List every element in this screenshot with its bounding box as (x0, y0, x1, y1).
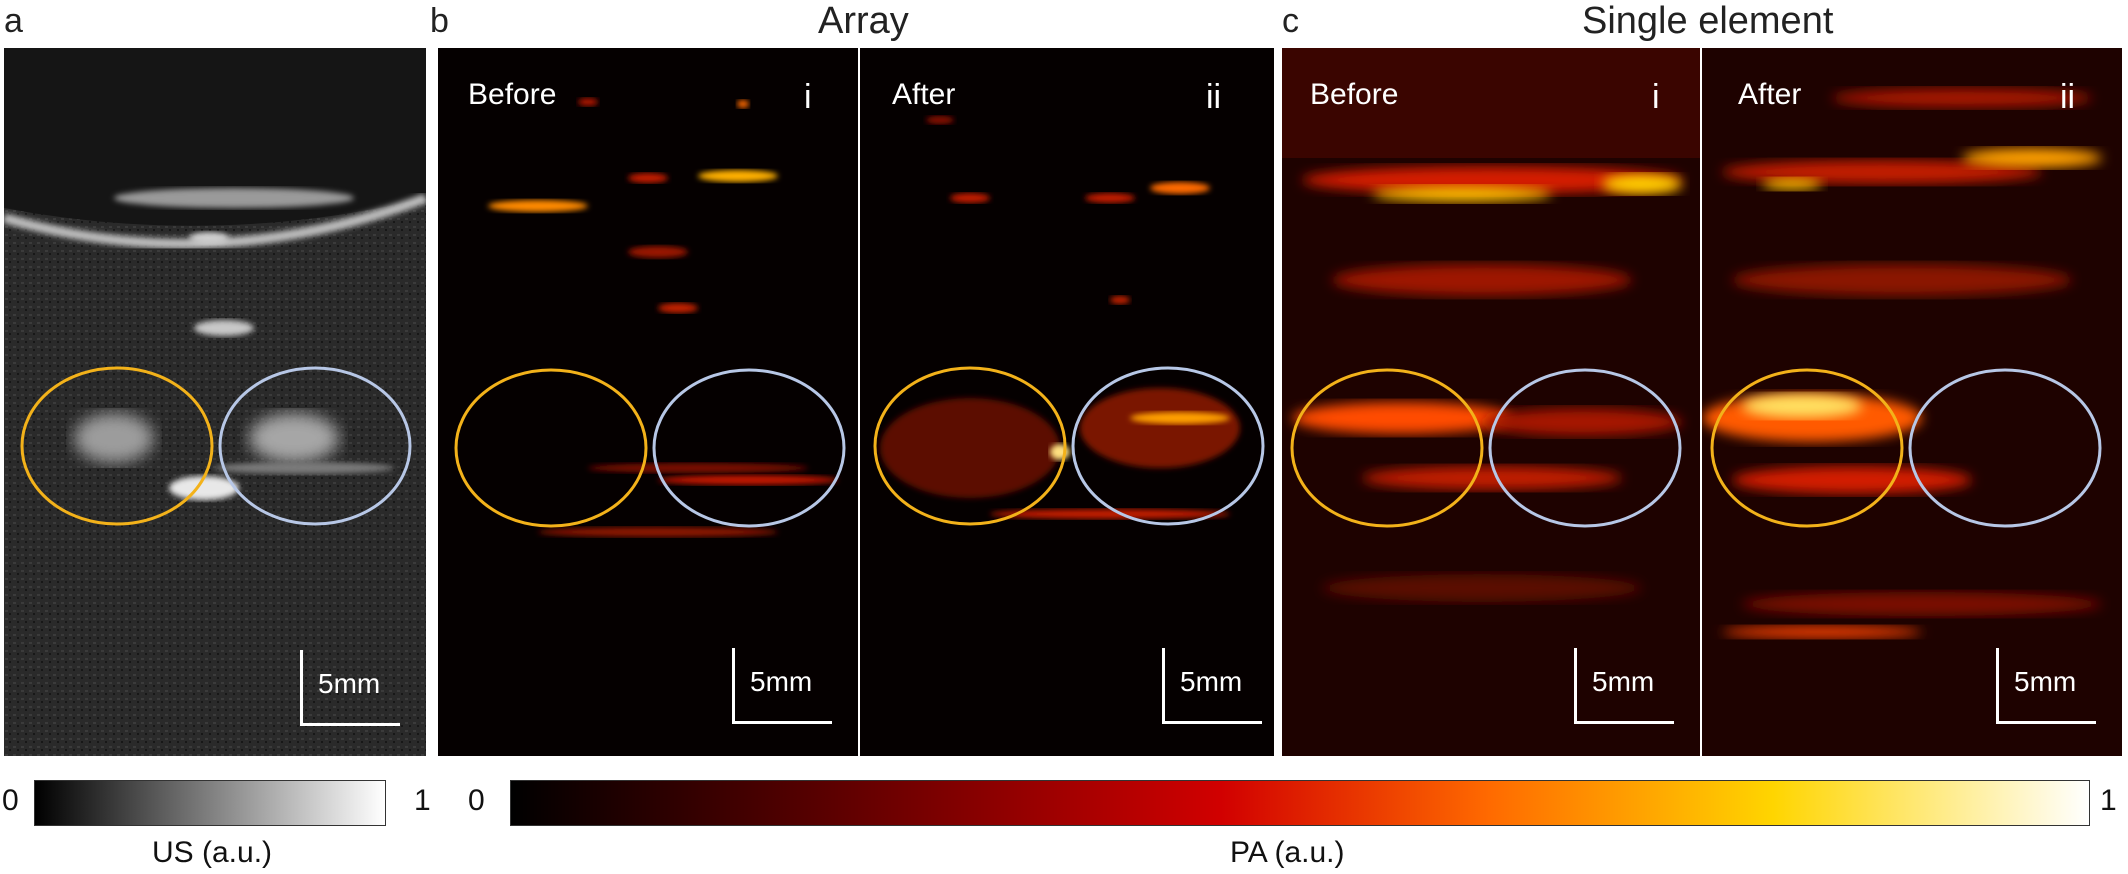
us-colorbar-max: 1 (414, 784, 431, 817)
label-before: Before (1310, 78, 1399, 111)
pa-array-after-panel: After ii 5mm (860, 48, 1274, 756)
pa-array-before-panel: Before i 5mm (438, 48, 858, 756)
scale-bar: 5mm (300, 650, 400, 726)
label-roman-ii: ii (2060, 78, 2076, 116)
us-colorbar-label: US (a.u.) (152, 836, 273, 869)
panel-label-c: c (1282, 2, 1299, 40)
roi-right-ellipse (1071, 366, 1265, 526)
scale-bar: 5mm (1162, 648, 1262, 724)
title-array: Array (818, 0, 909, 42)
roi-left-ellipse (20, 366, 214, 526)
label-after: After (892, 78, 956, 111)
us-colorbar-min: 0 (2, 784, 19, 817)
pa-colorbar (510, 780, 2090, 826)
roi-left-ellipse (1290, 368, 1484, 528)
roi-left-ellipse (1710, 368, 1904, 528)
label-roman-i: i (1652, 78, 1660, 116)
scale-bar-label: 5mm (1592, 666, 1655, 697)
label-before: Before (468, 78, 557, 111)
us-image-panel: 5mm (4, 48, 426, 756)
pa-colorbar-min: 0 (468, 784, 485, 817)
pa-array-before-image (438, 48, 858, 756)
roi-left-ellipse (454, 368, 648, 528)
roi-left-ellipse (873, 366, 1067, 526)
pa-single-after-panel: After ii 5mm (1702, 48, 2122, 756)
scale-bar-label: 5mm (318, 668, 381, 699)
scale-bar: 5mm (732, 648, 832, 724)
pa-single-after-image (1702, 48, 2122, 756)
scale-bar: 5mm (1996, 648, 2096, 724)
scale-bar-label: 5mm (1180, 666, 1243, 697)
us-image (4, 48, 426, 756)
panel-label-b: b (430, 2, 449, 40)
label-roman-ii: ii (1206, 78, 1222, 116)
pa-colorbar-max: 1 (2100, 784, 2117, 817)
roi-right-ellipse (218, 366, 412, 526)
pa-array-after-image (860, 48, 1274, 756)
roi-right-ellipse (1488, 368, 1682, 528)
title-single-element: Single element (1582, 0, 1834, 42)
scale-bar: 5mm (1574, 648, 1674, 724)
pa-colorbar-label: PA (a.u.) (1230, 836, 1345, 869)
roi-right-ellipse (1908, 368, 2102, 528)
scale-bar-label: 5mm (750, 666, 813, 697)
us-colorbar (34, 780, 386, 826)
panel-label-a: a (4, 2, 23, 40)
roi-right-ellipse (652, 368, 846, 528)
pa-single-before-panel: Before i 5mm (1282, 48, 1700, 756)
pa-single-before-image (1282, 48, 1700, 756)
label-roman-i: i (804, 78, 812, 116)
scale-bar-label: 5mm (2014, 666, 2077, 697)
label-after: After (1738, 78, 1802, 111)
